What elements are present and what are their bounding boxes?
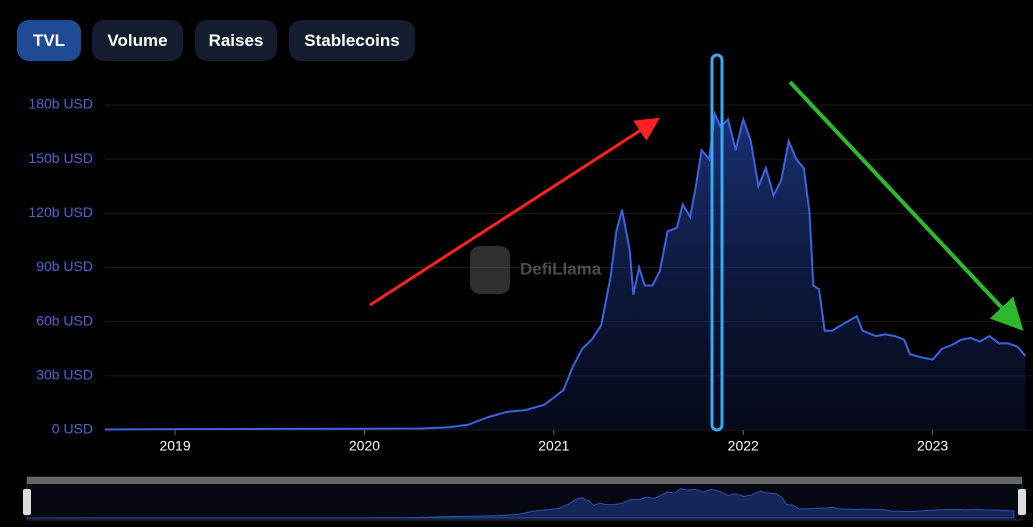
tab[interactable]: Volume [92,20,183,61]
watermark-logo [470,246,510,294]
down-arrow [788,80,1024,331]
line [104,110,1027,431]
slider-handle[interactable] [23,489,31,515]
x-tick-label: 2021 [538,438,569,454]
x-tick-label: 2023 [917,438,948,454]
x-tick-label: 2020 [349,438,380,454]
tab[interactable]: TVL [17,20,81,61]
tab[interactable]: Stablecoins [289,20,415,61]
y-tick-label: 120b USD [28,204,93,220]
y-tick-label: 30b USD [36,367,93,383]
x-tick-label: 2022 [728,438,759,454]
range-slider[interactable] [23,476,1026,521]
watermark-text: DefiLlama [520,259,602,278]
x-tick-label: 2019 [159,438,190,454]
slider-handle[interactable] [1018,489,1026,515]
area [105,114,1026,431]
up-arrow [369,117,661,307]
y-tick-label: 0 USD [52,421,93,437]
y-tick-label: 150b USD [28,150,93,166]
highlight-box [710,53,724,432]
tab[interactable]: Raises [195,20,277,61]
y-tick-label: 60b USD [36,312,93,328]
watermark: DefiLlama [470,246,602,294]
y-tick-label: 180b USD [28,96,93,112]
slider-bar[interactable] [27,477,1022,484]
y-tick-label: 90b USD [36,258,93,274]
mini-area [26,488,1015,519]
